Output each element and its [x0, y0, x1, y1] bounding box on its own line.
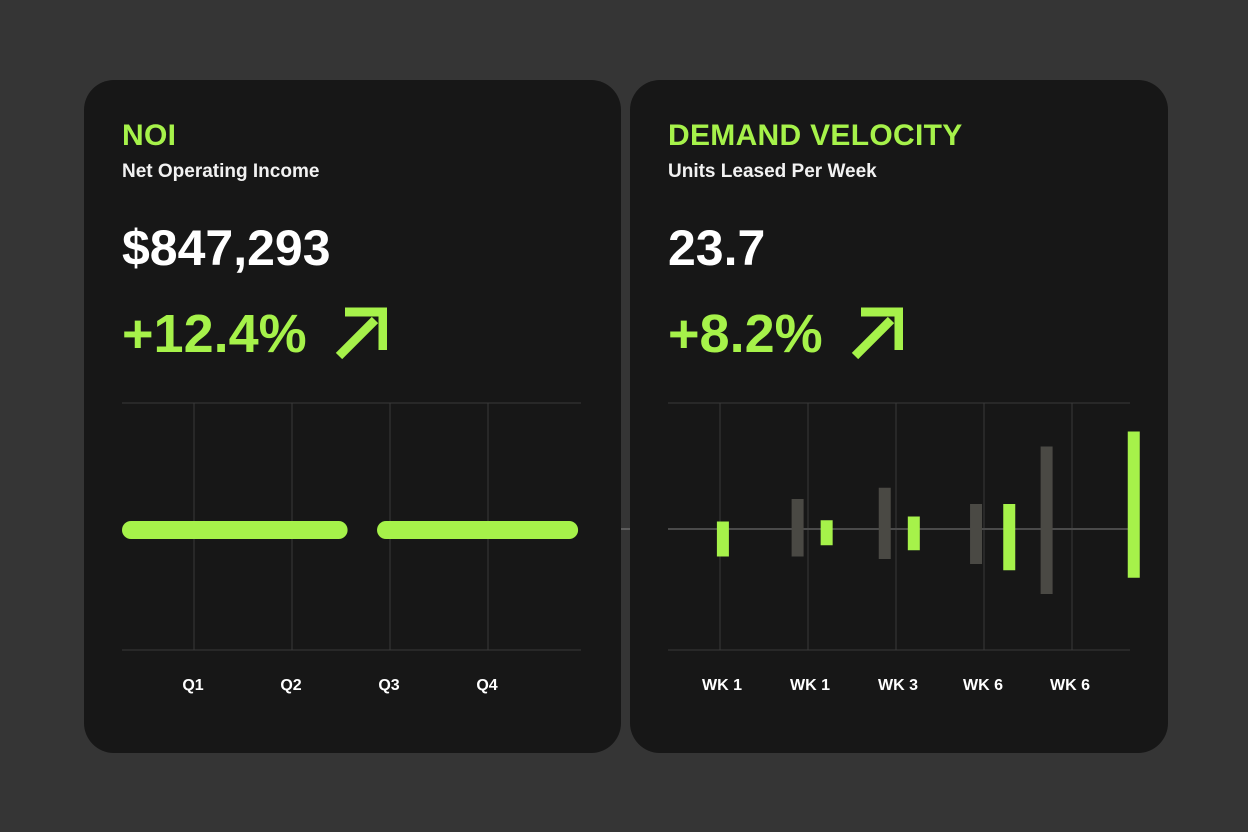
x-tick-label: Q1 [182, 677, 203, 694]
noi-value: $847,293 [122, 220, 331, 276]
chart-ghost-bar [1040, 446, 1053, 594]
noi-title: NOI [122, 119, 177, 152]
x-tick-label: Q4 [476, 677, 497, 694]
chart-bar-segment [122, 521, 348, 539]
demand-value: 23.7 [668, 220, 766, 276]
chart-bar-segment [377, 521, 579, 539]
chart-connector-line [520, 528, 730, 530]
chart-bar [716, 521, 729, 557]
chart-bar [820, 520, 833, 546]
noi-chart: Q1 Q2 Q3 Q4 [122, 402, 581, 694]
x-tick-label: Q3 [378, 677, 399, 694]
chart-bar [1127, 431, 1140, 578]
demand-change-percent: +8.2% [668, 304, 823, 364]
chart-ghost-bar [878, 487, 891, 559]
demand-title: DEMAND VELOCITY [668, 119, 963, 152]
x-tick-label: WK 3 [878, 677, 918, 694]
x-tick-label: WK 6 [963, 677, 1003, 694]
noi-card: NOI Net Operating Income $847,293 +12.4%… [84, 80, 621, 753]
arrow-up-right-icon [335, 307, 387, 360]
noi-change: +12.4% [122, 302, 387, 366]
chart-bar [907, 516, 920, 551]
x-tick-label: WK 1 [702, 677, 742, 694]
x-tick-label: Q2 [280, 677, 301, 694]
noi-change-percent: +12.4% [122, 304, 307, 364]
demand-velocity-card: DEMAND VELOCITY Units Leased Per Week 23… [630, 80, 1168, 753]
arrow-up-right-icon [851, 307, 903, 360]
x-tick-label: WK 1 [790, 677, 830, 694]
demand-chart: WK 1 WK 1 WK 3 WK 6 WK 6 [668, 402, 1140, 694]
demand-change: +8.2% [668, 302, 903, 366]
noi-subtitle: Net Operating Income [122, 161, 320, 182]
x-tick-label: WK 6 [1050, 677, 1090, 694]
chart-ghost-bar [970, 504, 983, 564]
chart-bar [1003, 504, 1016, 571]
demand-subtitle: Units Leased Per Week [668, 161, 877, 182]
chart-ghost-bar [791, 499, 804, 557]
